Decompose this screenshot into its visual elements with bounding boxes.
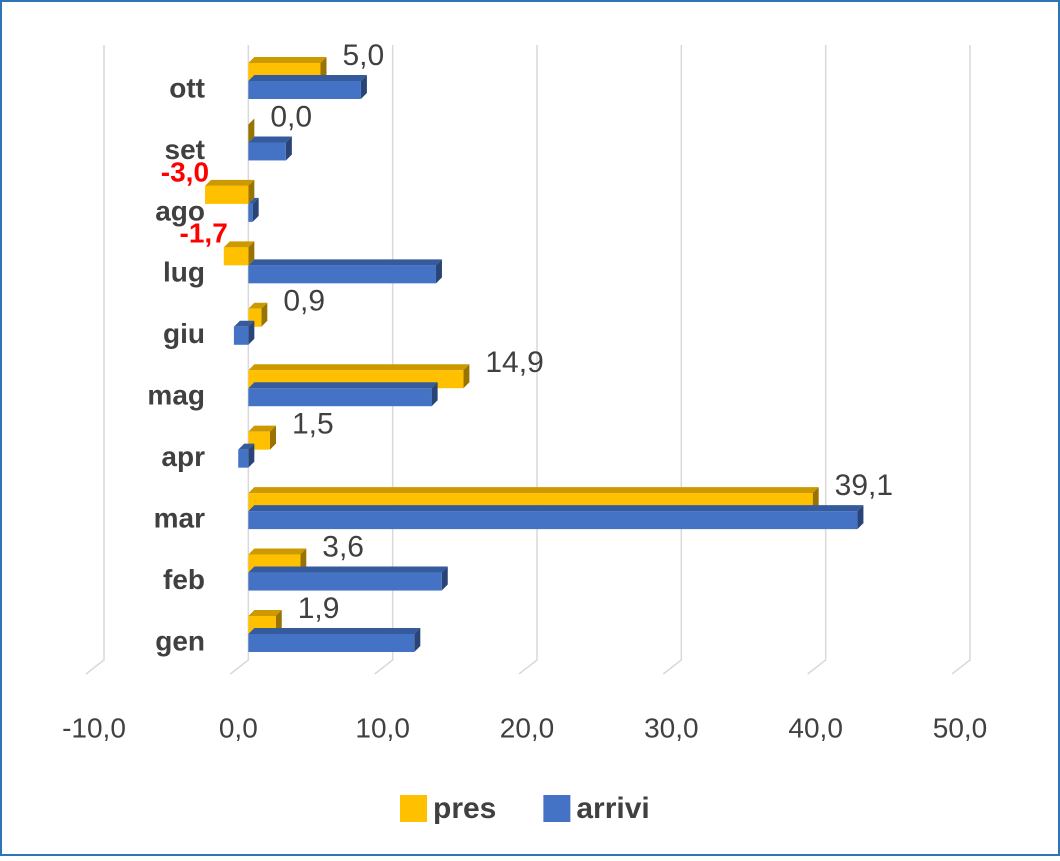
bar-side — [248, 241, 255, 266]
bar-side — [463, 364, 470, 389]
bar-top — [248, 136, 292, 143]
legend-swatch — [400, 795, 427, 822]
bar — [248, 634, 415, 652]
x-tick-label: -10,0 — [62, 712, 126, 743]
bar — [248, 388, 432, 407]
data-label: 39,1 — [835, 469, 893, 502]
x-tick-label: 50,0 — [933, 712, 988, 743]
grid-line — [951, 45, 971, 675]
bar-top — [233, 320, 255, 327]
bar-top — [238, 443, 255, 450]
bar — [248, 142, 286, 161]
bar-top — [248, 548, 307, 555]
y-tick-label: lug — [163, 257, 205, 288]
x-tick-label: 30,0 — [644, 712, 699, 743]
bar-top — [248, 75, 367, 81]
bar — [248, 265, 436, 284]
bar-side — [431, 382, 438, 407]
bar-top — [248, 259, 442, 266]
bar-top — [223, 241, 255, 248]
bar-top — [248, 302, 268, 309]
y-tick-label: mag — [147, 380, 205, 411]
bar — [248, 81, 361, 99]
bar — [248, 511, 858, 530]
bar-top — [248, 610, 282, 616]
data-label: 1,5 — [292, 408, 334, 441]
x-tick-label: 0,0 — [219, 712, 258, 743]
data-label: 5,0 — [343, 39, 385, 72]
grid-line — [518, 45, 538, 675]
bar-top — [248, 505, 864, 512]
y-tick-label: giu — [163, 318, 205, 349]
bar-side — [285, 136, 292, 161]
legend-label: arrivi — [576, 792, 649, 825]
y-tick-label: mar — [154, 503, 205, 534]
bar-top — [205, 179, 255, 186]
bar-side — [269, 425, 276, 450]
bar-side — [248, 179, 255, 204]
bars — [205, 57, 864, 652]
legend: pres arrivi — [400, 792, 650, 825]
grid-line — [85, 45, 105, 675]
bar-top — [248, 487, 819, 494]
y-tick-label: apr — [161, 441, 205, 472]
bar-side — [248, 118, 255, 143]
bar-side — [441, 566, 448, 591]
bar-side — [414, 628, 421, 652]
bar-side — [248, 320, 255, 345]
bar-top — [248, 628, 421, 634]
x-tick-label: 20,0 — [500, 712, 555, 743]
data-label: 0,0 — [270, 100, 312, 133]
bar — [248, 572, 442, 591]
y-tick-label: ago — [155, 195, 205, 226]
data-label: -1,7 — [180, 218, 228, 249]
grid: -10,0 0,0 10,0 20,0 30,0 40,0 50,0 — [62, 45, 987, 743]
legend-label: pres — [433, 792, 496, 825]
bar-top — [248, 566, 448, 573]
y-tick-label: set — [165, 134, 205, 165]
bar-side — [261, 302, 268, 327]
bar — [205, 185, 249, 204]
bar-top — [248, 425, 276, 432]
bar — [248, 203, 253, 222]
labels: gen 1,9 feb 3,6 mar 39,1 apr 1,5 mag 14,9 giu 0,9 lu… — [147, 39, 893, 656]
bar-top — [248, 197, 259, 204]
y-tick-label: gen — [155, 625, 205, 656]
bar-top — [248, 382, 438, 389]
grid-line — [662, 45, 683, 675]
bar-top — [248, 57, 327, 63]
grid-line — [807, 45, 827, 675]
y-tick-label: feb — [163, 564, 205, 595]
y-tick-label: ott — [169, 72, 205, 103]
bar-side — [248, 443, 255, 468]
bar — [238, 449, 249, 468]
data-label: 1,9 — [298, 592, 340, 625]
x-tick-label: 10,0 — [355, 712, 410, 743]
bar-top — [248, 364, 470, 371]
data-label: 14,9 — [485, 346, 543, 379]
x-tick-label: 40,0 — [788, 712, 843, 743]
grid-line — [374, 45, 394, 675]
bar-side — [435, 259, 442, 284]
bar — [223, 247, 249, 266]
data-label: 3,6 — [322, 530, 364, 563]
legend-swatch — [543, 795, 571, 822]
bar-side — [360, 75, 367, 99]
data-label: 0,9 — [283, 285, 325, 318]
bar-side — [857, 505, 864, 530]
bar — [233, 326, 249, 345]
bar-side — [252, 197, 259, 222]
data-label: -3,0 — [161, 156, 209, 187]
